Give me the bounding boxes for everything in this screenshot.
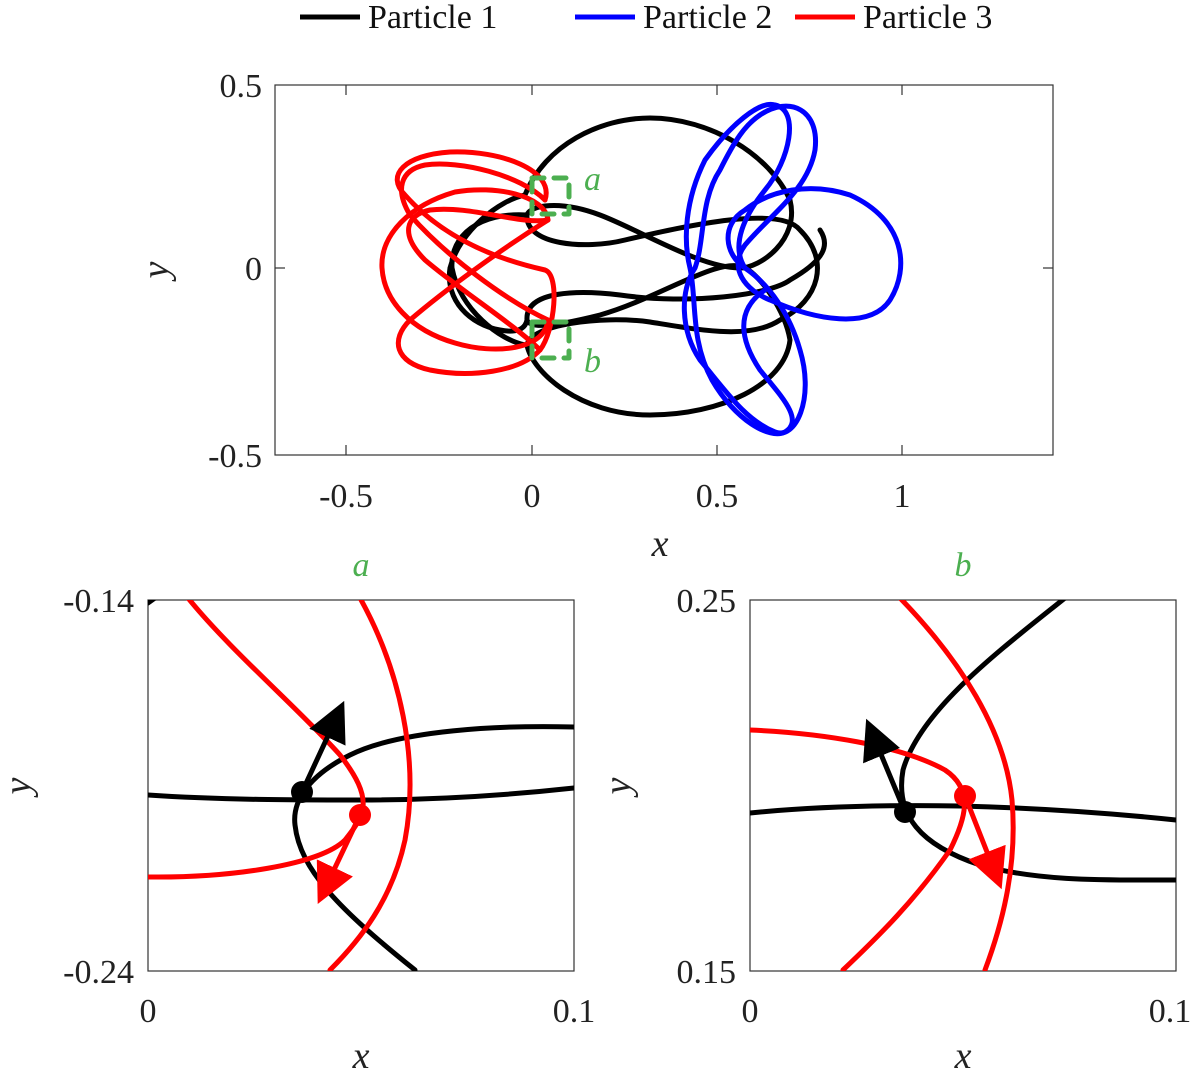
zoom-a-xtick-label: 0 (140, 993, 157, 1030)
zoom-b-particle-3-marker (954, 785, 976, 807)
main-x-axis-label: x (651, 523, 669, 565)
main-xtick-label: 0 (524, 478, 541, 515)
zoom-a-particle-1-velocity-arrow (299, 700, 346, 795)
legend-label-particle-1: Particle 1 (368, 0, 497, 36)
zoom-a-particle-3-velocity-arrow (316, 812, 363, 905)
zoom-a-particle-3-line (148, 600, 366, 880)
zoom-a-particle-3-marker (349, 804, 371, 826)
main-xtick-label: 1 (894, 478, 911, 515)
main-ytick-label: 0 (245, 251, 262, 288)
zoom-a-particle-1-line (148, 785, 574, 803)
zoom-b-title: b (955, 547, 972, 584)
zoom-b-particle-1-line (750, 803, 1176, 823)
zoom-b-particle-1-marker (894, 801, 916, 823)
main-ticks (275, 85, 1053, 455)
zoom-a-title: a (353, 547, 370, 584)
zoom-a-x-axis-label: x (352, 1035, 370, 1075)
zoom-a-ytick-label: -0.24 (63, 954, 134, 991)
zoom-b-particle-1-line (899, 600, 1176, 883)
legend: Particle 1 Particle 2 Particle 3 (300, 0, 992, 36)
zoom-b-particle-1-velocity-arrow (863, 718, 908, 815)
annotation-a: a (584, 161, 601, 198)
zoom-b-particle-3-line (750, 727, 967, 971)
zoom-b-particle-3-line (898, 600, 1016, 971)
zoom-a-particle-1-marker (291, 781, 313, 803)
zoom-b-y-axis-label: y (597, 777, 639, 798)
main-ytick-label: -0.5 (208, 438, 262, 475)
zoom-b-xtick-label: 0 (742, 993, 759, 1030)
zoom-a-ytick-label: -0.14 (63, 583, 134, 620)
zoom-a-xtick-label: 0.1 (553, 993, 596, 1030)
annotation-b: b (584, 343, 601, 380)
zoom-b-xtick-label: 0.1 (1149, 993, 1192, 1030)
zoom-b-particle-3-velocity-arrow (962, 793, 1006, 890)
series-particle-2-line (736, 102, 792, 271)
zoom-box-b (529, 319, 572, 361)
series-particle-3-line (399, 161, 551, 323)
main-ytick-label: 0.5 (220, 68, 263, 105)
main-panel: -0.5 0 0.5 1 0.5 0 -0.5 x y a b (135, 68, 1054, 565)
zoom-b-x-axis-label: x (954, 1035, 972, 1075)
series-particle-2-line (681, 103, 904, 436)
zoom-a-y-axis-label: y (0, 777, 39, 798)
series-particle-3-line (379, 187, 551, 352)
zoom-b-ytick-label: 0.25 (677, 583, 737, 620)
zoom-a-particle-3-line (327, 600, 413, 971)
main-xtick-label: -0.5 (319, 478, 373, 515)
series-particle-3-line (406, 206, 551, 353)
zoom-box-a (529, 175, 572, 217)
zoom-a-particle-1-line (148, 600, 157, 606)
series-particle-1-line (449, 212, 530, 348)
series-particle-2-line (683, 101, 795, 437)
main-y-axis-label: y (135, 261, 177, 282)
legend-label-particle-2: Particle 2 (643, 0, 772, 36)
zoom-panel-b: b 0 0.1 0.25 0.15 x y (597, 547, 1191, 1075)
zoom-b-ytick-label: 0.15 (677, 954, 737, 991)
zoom-panel-a: a 0 0.1 -0.14 -0.24 x y (0, 547, 595, 1075)
legend-label-particle-3: Particle 3 (863, 0, 992, 36)
zoom-b-axes-box (749, 599, 1177, 972)
main-xtick-label: 0.5 (696, 478, 739, 515)
main-axes-box (274, 84, 1054, 456)
